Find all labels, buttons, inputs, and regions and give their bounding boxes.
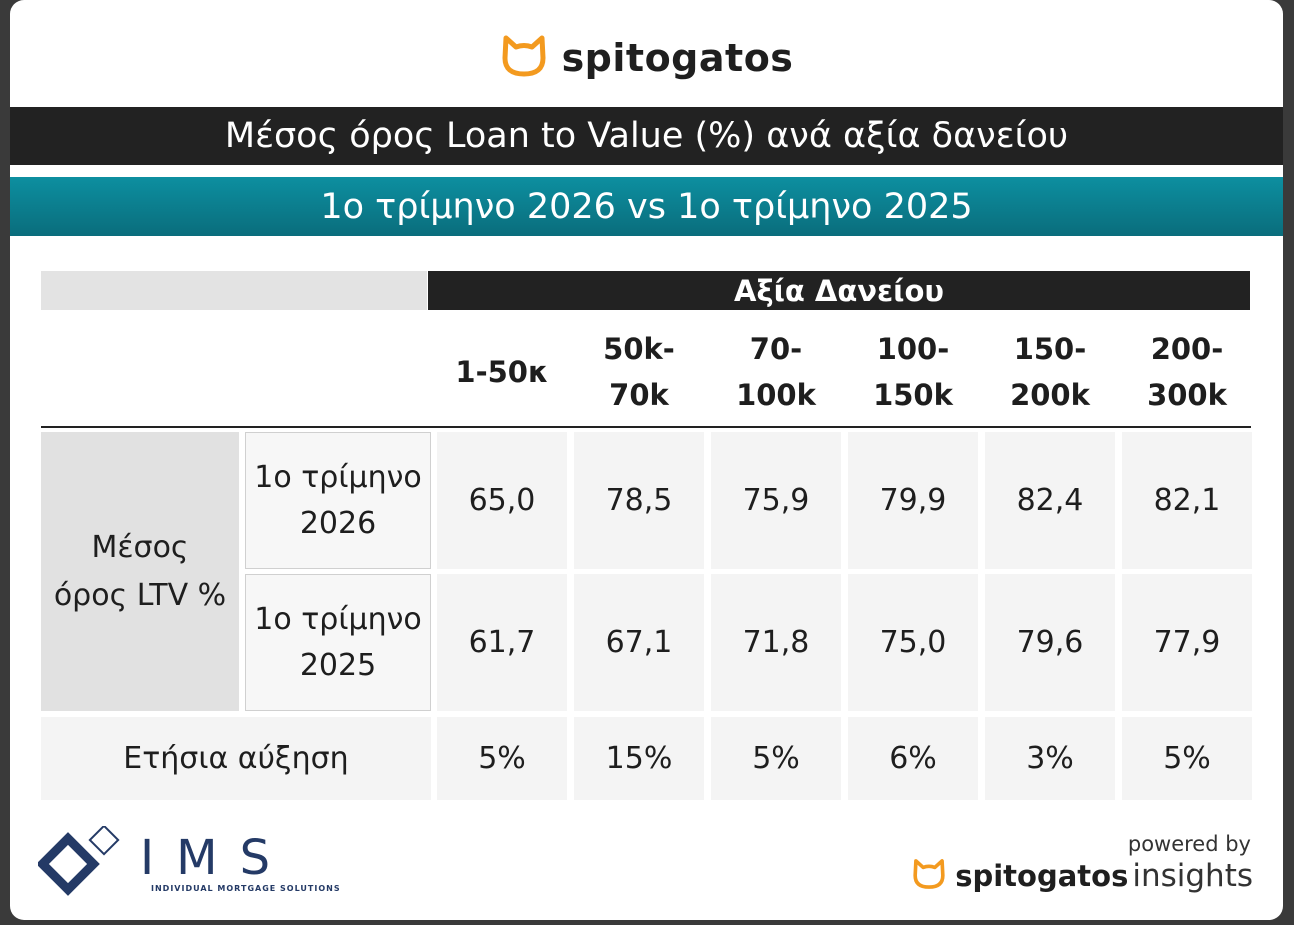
ltv-value-cell: 77,9 — [1122, 574, 1252, 711]
group-header: Αξία Δανείου — [428, 271, 1250, 310]
column-header: 50k- 70k — [603, 332, 675, 412]
ltv-value-cell: 65,0 — [437, 432, 567, 569]
column-header: 200- 300k — [1147, 332, 1227, 412]
insights-logo: spitogatos insights — [911, 858, 1253, 894]
row-label-2026: 1ο τρίμηνο 2026 — [245, 432, 431, 569]
ltv-value-cell: 82,4 — [985, 432, 1115, 569]
insights-brand: spitogatos — [955, 859, 1129, 893]
cat-head-icon — [911, 858, 947, 894]
growth-value-cell: 5% — [711, 717, 841, 800]
growth-value-cell: 3% — [985, 717, 1115, 800]
row-label-2025: 1ο τρίμηνο 2025 — [245, 574, 431, 711]
column-header: 1-50κ — [455, 355, 549, 389]
header-divider — [41, 426, 1251, 428]
growth-value-cell: 6% — [848, 717, 978, 800]
column-header: 100- 150k — [873, 332, 953, 412]
ims-diamond-icon — [36, 824, 120, 896]
growth-label: Ετήσια αύξηση — [41, 717, 431, 800]
ims-tagline: INDIVIDUAL MORTGAGE SOLUTIONS — [151, 884, 341, 893]
growth-value-cell: 5% — [437, 717, 567, 800]
cat-head-icon — [500, 34, 548, 82]
growth-value-cell: 15% — [574, 717, 704, 800]
column-header: 70- 100k — [736, 332, 816, 412]
ltv-value-cell: 75,9 — [711, 432, 841, 569]
table-corner — [41, 271, 427, 310]
ltv-value-cell: 78,5 — [574, 432, 704, 569]
brand-header: spitogatos — [10, 28, 1283, 88]
page-subtitle: 1ο τρίμηνο 2026 vs 1ο τρίμηνο 2025 — [10, 177, 1283, 236]
ltv-value-cell: 82,1 — [1122, 432, 1252, 569]
ltv-value-cell: 75,0 — [848, 574, 978, 711]
ims-logo: IMS INDIVIDUAL MORTGAGE SOLUTIONS — [36, 824, 340, 896]
growth-value-cell: 5% — [1122, 717, 1252, 800]
powered-by: powered by — [1127, 832, 1251, 856]
ltv-value-cell: 61,7 — [437, 574, 567, 711]
page-title: Μέσος όρος Loan to Value (%) ανά αξία δα… — [10, 107, 1283, 165]
infographic-card: spitogatos Μέσος όρος Loan to Value (%) … — [10, 0, 1283, 920]
ltv-value-cell: 79,9 — [848, 432, 978, 569]
metric-label: Μέσος όρος LTV % — [41, 432, 239, 711]
brand-name: spitogatos — [561, 36, 794, 80]
ltv-value-cell: 67,1 — [574, 574, 704, 711]
insights-word: insights — [1132, 858, 1253, 894]
ltv-value-cell: 71,8 — [711, 574, 841, 711]
column-header: 150- 200k — [1010, 332, 1090, 412]
ims-name: IMS — [140, 830, 293, 886]
ltv-value-cell: 79,6 — [985, 574, 1115, 711]
